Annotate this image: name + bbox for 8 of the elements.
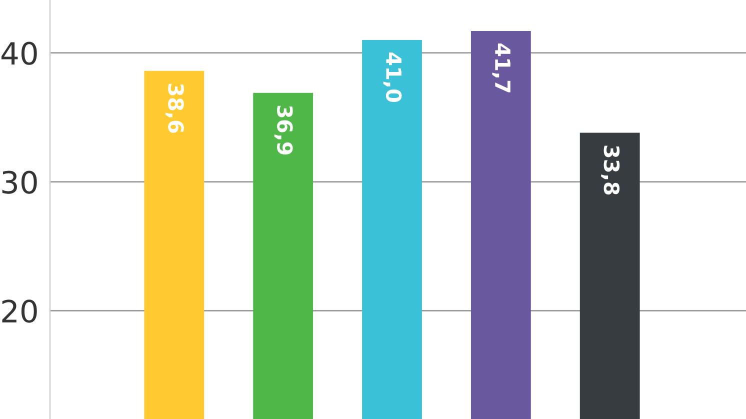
data-label: 38,6 (165, 84, 184, 133)
data-label: 33,8 (601, 146, 620, 195)
y-tick-label: 40 (2, 42, 37, 65)
y-tick-label: 30 (2, 170, 37, 194)
data-label: 36,9 (274, 106, 293, 154)
data-label: 41,7 (492, 43, 510, 92)
data-label: 41,0 (383, 52, 402, 102)
y-tick-label: 20 (2, 300, 37, 323)
